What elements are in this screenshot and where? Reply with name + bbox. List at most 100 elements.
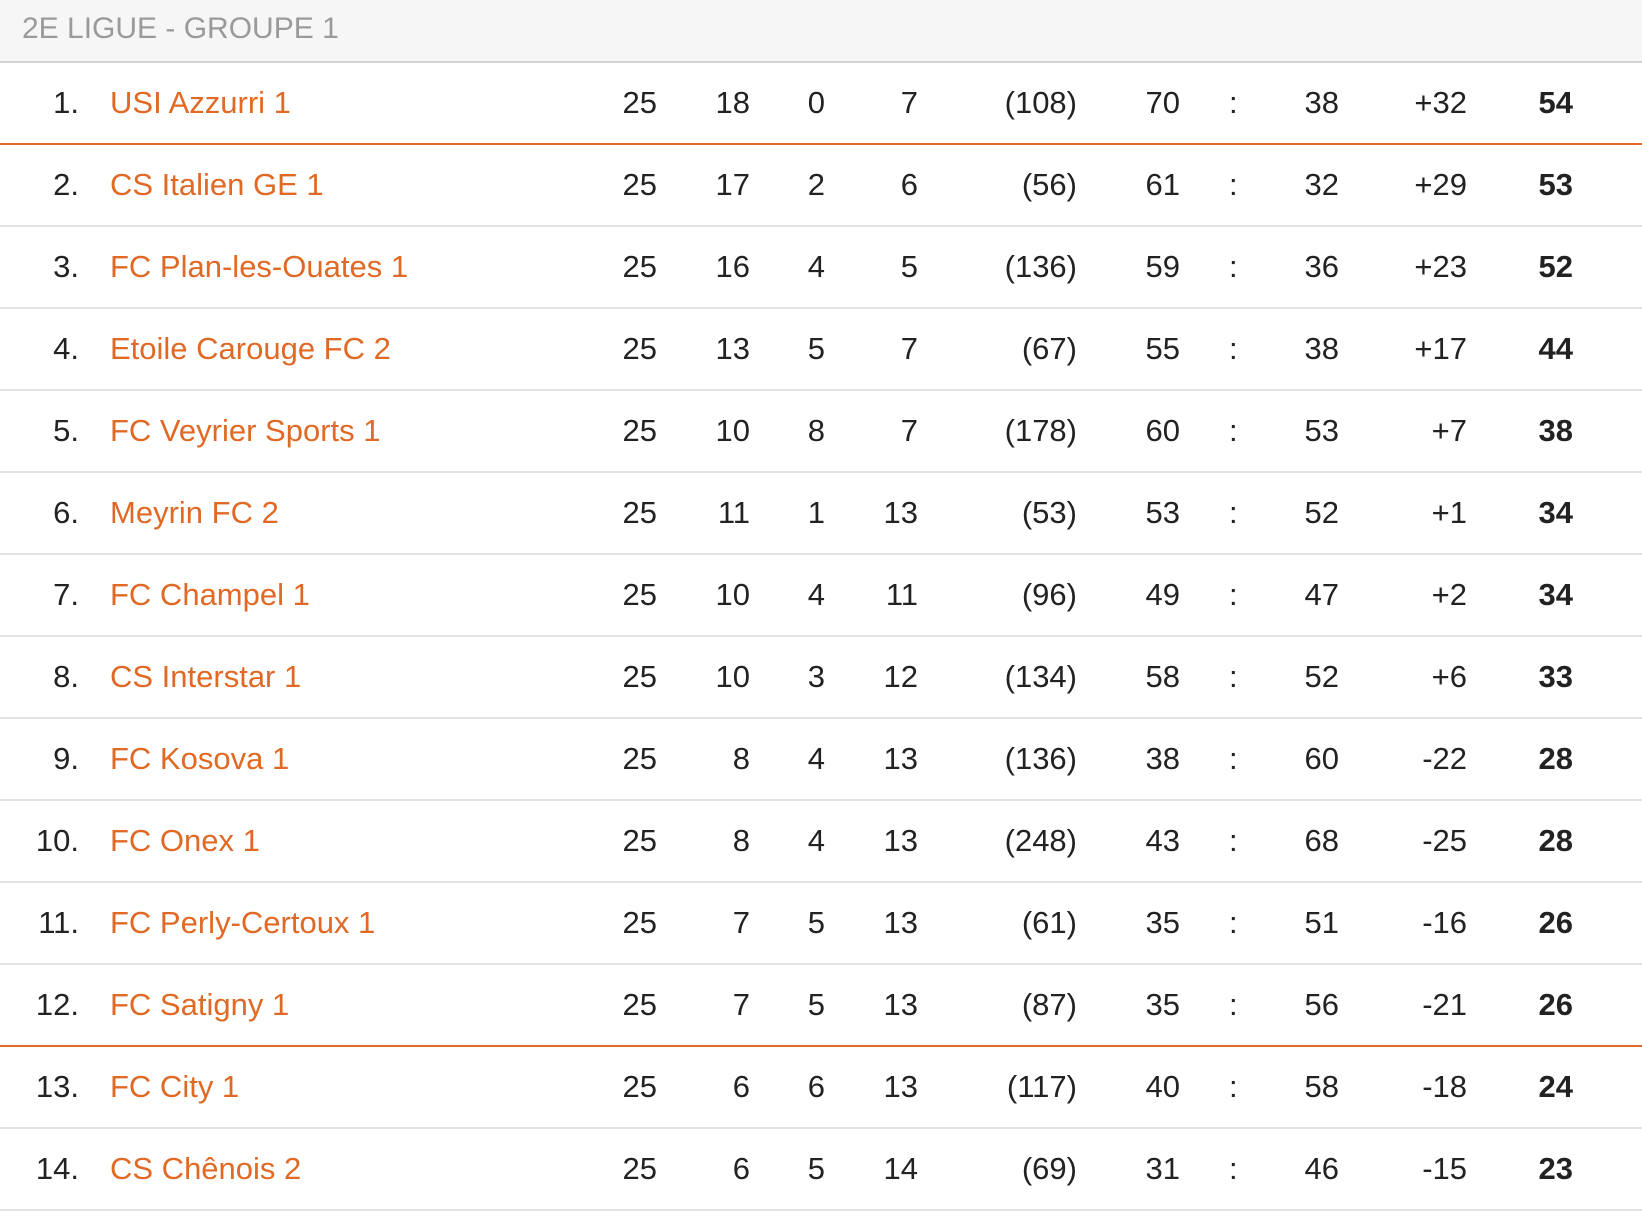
goals-separator: : xyxy=(1229,249,1238,284)
team-link[interactable]: FC City 1 xyxy=(110,1069,240,1104)
points-cell: 26 xyxy=(1538,987,1573,1022)
goals-separator: : xyxy=(1229,1069,1238,1104)
rank-cell: 2. xyxy=(53,167,79,202)
won-cell: 7 xyxy=(732,987,750,1022)
goals-against-cell: 38 xyxy=(1304,331,1339,366)
played-cell: 25 xyxy=(622,659,657,694)
goals-separator: : xyxy=(1229,987,1238,1022)
rank-cell: 1. xyxy=(53,85,79,120)
team-link[interactable]: Etoile Carouge FC 2 xyxy=(110,331,391,366)
goals-separator: : xyxy=(1229,577,1238,612)
standings-table: 1. USI Azzurri 1 25 18 0 7 (108) 70:38 +32 54 2. CS… xyxy=(0,63,1642,1211)
won-cell: 16 xyxy=(715,249,750,284)
drawn-cell: 1 xyxy=(807,495,825,530)
rank-cell: 5. xyxy=(53,413,79,448)
rank-cell: 13. xyxy=(35,1069,79,1104)
table-row: 14. CS Chênois 2 25 6 5 14 (69) 31: 46 -15 23 xyxy=(0,1129,1642,1211)
goals-for-cell: 61 xyxy=(1145,167,1180,202)
goals-for-cell: 43 xyxy=(1145,823,1180,858)
goals-against-cell: 60 xyxy=(1304,741,1339,776)
won-cell: 10 xyxy=(715,413,750,448)
bracket-value-cell: (136) xyxy=(1004,249,1077,284)
team-link[interactable]: FC Satigny 1 xyxy=(110,987,290,1022)
goal-diff-cell: +29 xyxy=(1414,167,1467,202)
lost-cell: 13 xyxy=(883,905,918,940)
bracket-value-cell: (56) xyxy=(1021,167,1077,202)
lost-cell: 13 xyxy=(883,495,918,530)
played-cell: 25 xyxy=(622,413,657,448)
played-cell: 25 xyxy=(622,577,657,612)
goals-for-cell: 58 xyxy=(1145,659,1180,694)
won-cell: 13 xyxy=(715,331,750,366)
table-row: 5. FC Veyrier Sports 1 25 10 8 7 (178) 60: 53 +7 3… xyxy=(0,391,1642,473)
bracket-value-cell: (67) xyxy=(1021,331,1077,366)
table-row: 12. FC Satigny 1 25 7 5 13 (87) 35: 56 -21 26 xyxy=(0,965,1642,1047)
won-cell: 17 xyxy=(715,167,750,202)
rank-cell: 9. xyxy=(53,741,79,776)
team-link[interactable]: USI Azzurri 1 xyxy=(110,85,291,120)
drawn-cell: 4 xyxy=(807,577,825,612)
goals-for-cell: 70 xyxy=(1145,85,1180,120)
goal-diff-cell: -18 xyxy=(1422,1069,1467,1104)
team-link[interactable]: Meyrin FC 2 xyxy=(110,495,279,530)
played-cell: 25 xyxy=(622,905,657,940)
played-cell: 25 xyxy=(622,741,657,776)
goals-for-cell: 31 xyxy=(1145,1151,1180,1186)
goal-diff-cell: +23 xyxy=(1414,249,1467,284)
goals-against-cell: 52 xyxy=(1304,659,1339,694)
table-row: 13. FC City 1 25 6 6 13 (117) 40: 58 -18 24 xyxy=(0,1047,1642,1129)
won-cell: 8 xyxy=(732,741,750,776)
team-link[interactable]: CS Italien GE 1 xyxy=(110,167,324,202)
bracket-value-cell: (69) xyxy=(1021,1151,1077,1186)
goals-against-cell: 68 xyxy=(1304,823,1339,858)
won-cell: 10 xyxy=(715,659,750,694)
goals-against-cell: 32 xyxy=(1304,167,1339,202)
played-cell: 25 xyxy=(622,167,657,202)
team-link[interactable]: FC Kosova 1 xyxy=(110,741,290,776)
goals-for-cell: 60 xyxy=(1145,413,1180,448)
played-cell: 25 xyxy=(622,249,657,284)
team-link[interactable]: CS Interstar 1 xyxy=(110,659,302,694)
goals-separator: : xyxy=(1229,167,1238,202)
team-link[interactable]: FC Perly-Certoux 1 xyxy=(110,905,376,940)
goal-diff-cell: -21 xyxy=(1422,987,1467,1022)
drawn-cell: 5 xyxy=(807,987,825,1022)
table-row: 4. Etoile Carouge FC 2 25 13 5 7 (67) 55: 38 +17 4… xyxy=(0,309,1642,391)
points-cell: 24 xyxy=(1538,1069,1573,1104)
lost-cell: 11 xyxy=(885,577,918,612)
lost-cell: 5 xyxy=(900,249,918,284)
league-header: 2E LIGUE - GROUPE 1 xyxy=(0,0,1642,63)
goal-diff-cell: +17 xyxy=(1414,331,1467,366)
lost-cell: 13 xyxy=(883,823,918,858)
team-link[interactable]: FC Onex 1 xyxy=(110,823,260,858)
league-title: 2E LIGUE - GROUPE 1 xyxy=(22,12,339,45)
goals-against-cell: 47 xyxy=(1304,577,1339,612)
goal-diff-cell: +32 xyxy=(1414,85,1467,120)
lost-cell: 7 xyxy=(900,331,918,366)
rank-cell: 4. xyxy=(53,331,79,366)
played-cell: 25 xyxy=(622,1069,657,1104)
table-row: 1. USI Azzurri 1 25 18 0 7 (108) 70: 38 +32 54 xyxy=(0,63,1642,145)
played-cell: 25 xyxy=(622,1151,657,1186)
team-link[interactable]: FC Plan-les-Ouates 1 xyxy=(110,249,409,284)
team-link[interactable]: FC Veyrier Sports 1 xyxy=(110,413,381,448)
goals-separator: : xyxy=(1229,331,1238,366)
drawn-cell: 6 xyxy=(807,1069,825,1104)
table-row: 2. CS Italien GE 1 25 17 2 6 (56) 61: 32 +29 53 xyxy=(0,145,1642,227)
goal-diff-cell: -25 xyxy=(1422,823,1467,858)
goal-diff-cell: +2 xyxy=(1431,577,1467,612)
table-row: 7. FC Champel 1 25 10 4 11 (96) 49: 47 +2 34 xyxy=(0,555,1642,637)
drawn-cell: 5 xyxy=(807,331,825,366)
goals-separator: : xyxy=(1229,495,1238,530)
goals-for-cell: 55 xyxy=(1145,331,1180,366)
goals-against-cell: 58 xyxy=(1304,1069,1339,1104)
goal-diff-cell: +1 xyxy=(1431,495,1467,530)
points-cell: 28 xyxy=(1538,741,1573,776)
goals-separator: : xyxy=(1229,741,1238,776)
played-cell: 25 xyxy=(622,85,657,120)
points-cell: 38 xyxy=(1538,413,1573,448)
team-link[interactable]: CS Chênois 2 xyxy=(110,1151,302,1186)
drawn-cell: 4 xyxy=(807,741,825,776)
rank-cell: 6. xyxy=(53,495,79,530)
team-link[interactable]: FC Champel 1 xyxy=(110,577,310,612)
